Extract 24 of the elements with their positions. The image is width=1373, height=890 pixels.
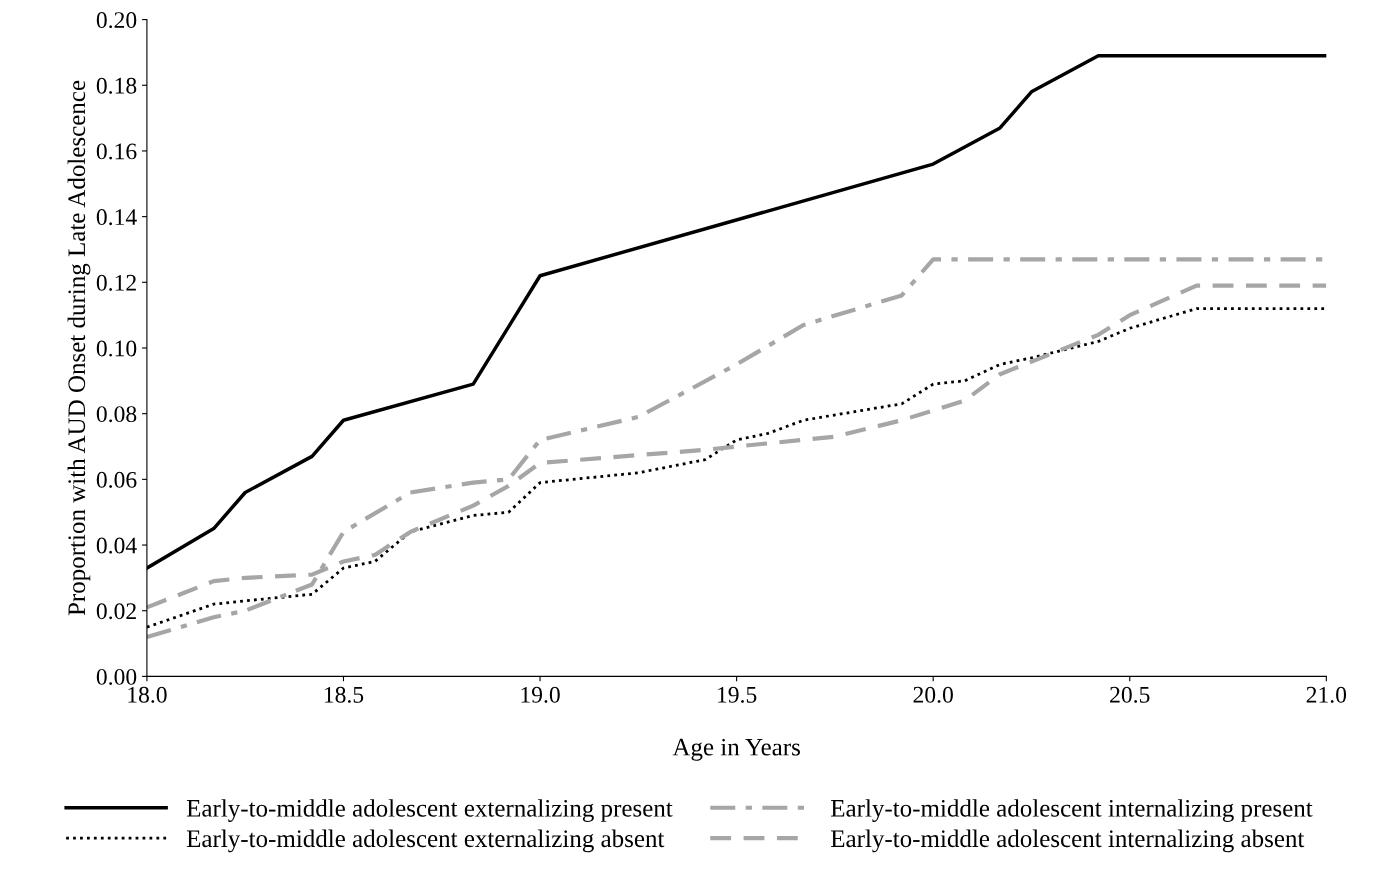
x-tick-label: 19.0 <box>521 686 560 703</box>
legend-label: Early-to-middle adolescent internalizing present <box>830 799 1313 822</box>
y-tick-label: 0.12 <box>96 274 136 291</box>
y-axis-title: Proportion with AUD Onset during Late Adolescence <box>67 80 91 616</box>
y-tick-label: 0.02 <box>96 603 136 620</box>
y-tick-label: 0.06 <box>96 471 137 488</box>
y-tick-label: 0.08 <box>96 406 137 423</box>
x-tick-label: 20.5 <box>1110 686 1150 703</box>
y-tick-label: 0.00 <box>96 668 137 685</box>
y-tick-label: 0.18 <box>96 77 137 94</box>
legend-label: Early-to-middle adolescent externalizing present <box>186 799 673 822</box>
x-tick-label: 18.0 <box>128 686 167 703</box>
x-tick-label: 20.0 <box>913 686 953 703</box>
x-tick-label: 18.5 <box>324 686 364 703</box>
x-tick-label: 19.5 <box>718 686 757 703</box>
y-tick-label: 0.20 <box>96 12 137 29</box>
y-tick-label: 0.14 <box>96 209 137 226</box>
legend-label: Early-to-middle adolescent externalizing absent <box>186 829 665 853</box>
y-tick-label: 0.16 <box>96 143 137 160</box>
x-tick-label: 21.0 <box>1306 686 1347 703</box>
legend-label: Early-to-middle adolescent internalizing absent <box>830 829 1305 853</box>
y-tick-label: 0.10 <box>96 340 137 357</box>
x-axis-title: Age in Years <box>672 738 800 761</box>
y-tick-label: 0.04 <box>96 537 137 554</box>
